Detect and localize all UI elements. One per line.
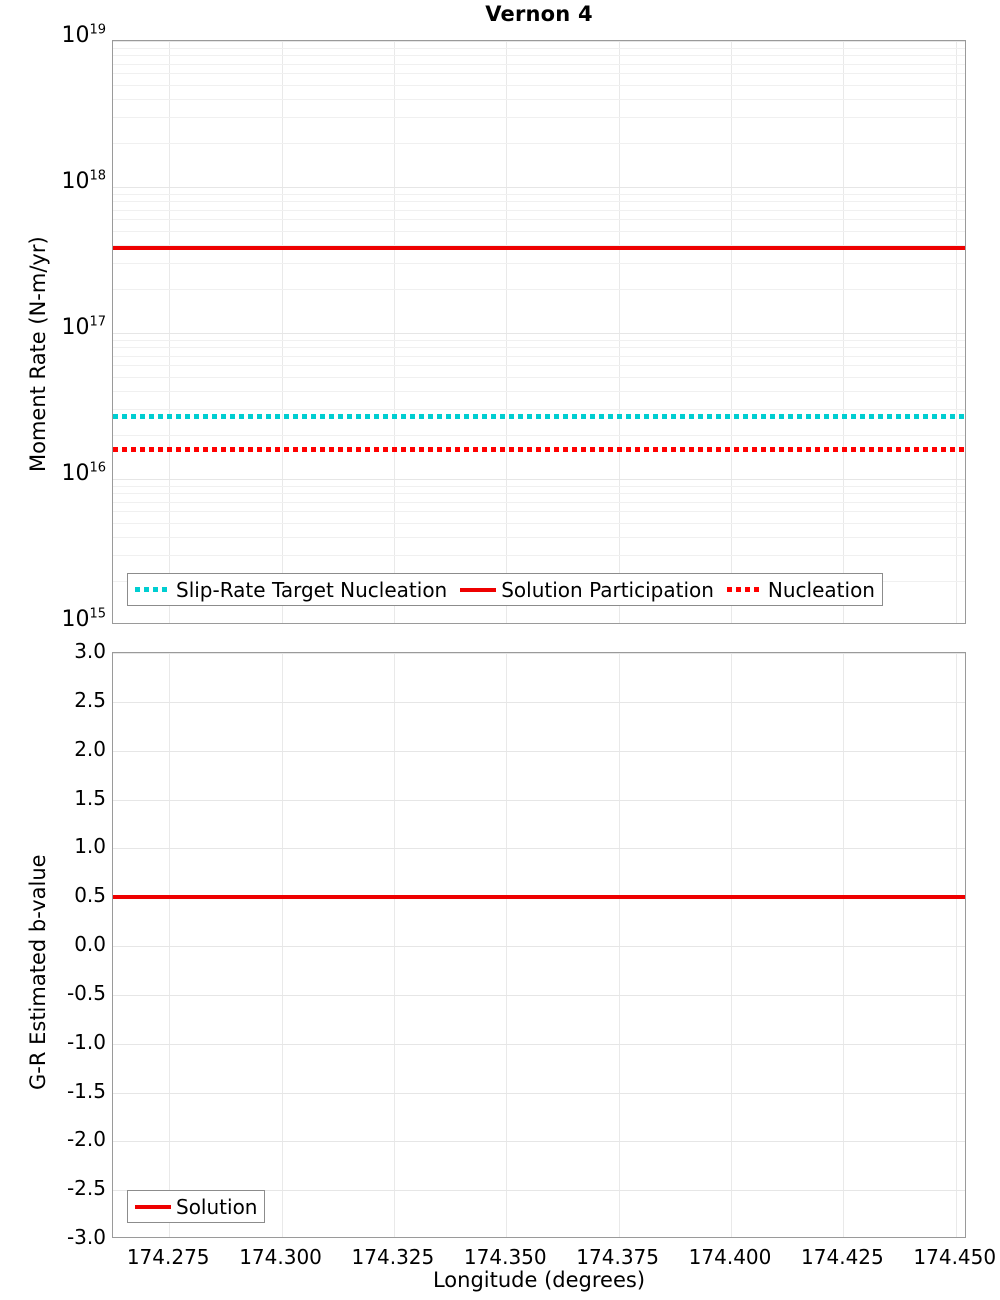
legend-label: Solution [176,1197,257,1217]
page-title: Vernon 4 [112,2,966,26]
legend-swatch-solid [460,588,496,592]
tick-mantissa: 10 [61,607,89,632]
series-line-1 [113,414,965,419]
series-line-3 [113,447,965,452]
b-value-plot-area [112,652,966,1238]
x-tick-label: 174.350 [445,1245,565,1269]
figure-canvas: Vernon 4 10191018101710161015 Moment Rat… [0,0,1000,1300]
y-tick-label-top: 1015 [56,607,106,632]
x-tick-label: 174.425 [782,1245,902,1269]
y-tick-label-bottom: -2.0 [36,1127,106,1151]
x-axis-label: Longitude (degrees) [112,1268,966,1292]
x-tick-label: 174.275 [108,1245,228,1269]
legend-entry[interactable]: Nucleation [727,580,875,600]
y-tick-label-bottom: 1.5 [36,786,106,810]
tick-mantissa: 10 [61,461,89,486]
tick-mantissa: 10 [61,315,89,340]
legend-bottom[interactable]: Solution [127,1190,265,1223]
y-tick-label-bottom: 2.0 [36,737,106,761]
tick-exponent: 16 [89,461,106,476]
legend-top[interactable]: Slip-Rate Target Nucleation Solution Part… [127,573,883,606]
x-tick-label: 174.375 [558,1245,678,1269]
series-line-solution [113,895,965,899]
tick-mantissa: 10 [61,169,89,194]
y-tick-label-bottom: -2.5 [36,1176,106,1200]
tick-exponent: 17 [89,315,106,330]
legend-entry[interactable]: Solution Participation [460,580,714,600]
tick-exponent: 18 [89,169,106,184]
data-series-top [113,41,965,623]
x-tick-label: 174.400 [670,1245,790,1269]
legend-label: Slip-Rate Target Nucleation [176,580,447,600]
y-tick-label-top: 1017 [56,315,106,340]
moment-rate-plot-area [112,40,966,624]
x-tick-label: 174.450 [895,1245,1000,1269]
tick-mantissa: 10 [61,23,89,48]
legend-label: Nucleation [768,580,875,600]
series-line-2 [113,246,965,250]
y-tick-label-bottom: 3.0 [36,639,106,663]
y-tick-label-bottom: 2.5 [36,688,106,712]
legend-swatch-solid [135,1205,171,1209]
y-axis-label-bottom: G-R Estimated b-value [26,854,50,1090]
y-tick-label-bottom: -3.0 [36,1225,106,1249]
y-axis-label-top: Moment Rate (N-m/yr) [26,236,50,472]
legend-label: Solution Participation [501,580,714,600]
y-tick-label-top: 1016 [56,461,106,486]
legend-entry[interactable]: Slip-Rate Target Nucleation [135,580,447,600]
x-tick-label: 174.325 [333,1245,453,1269]
tick-exponent: 15 [89,607,106,622]
legend-swatch-dotted [727,587,763,592]
legend-entry[interactable]: Solution [135,1197,257,1217]
y-tick-label-top: 1019 [56,23,106,48]
y-tick-label-top: 1018 [56,169,106,194]
x-tick-label: 174.300 [221,1245,341,1269]
legend-swatch-dotted [135,587,171,592]
data-series-bottom [113,653,965,1237]
tick-exponent: 19 [89,23,106,38]
